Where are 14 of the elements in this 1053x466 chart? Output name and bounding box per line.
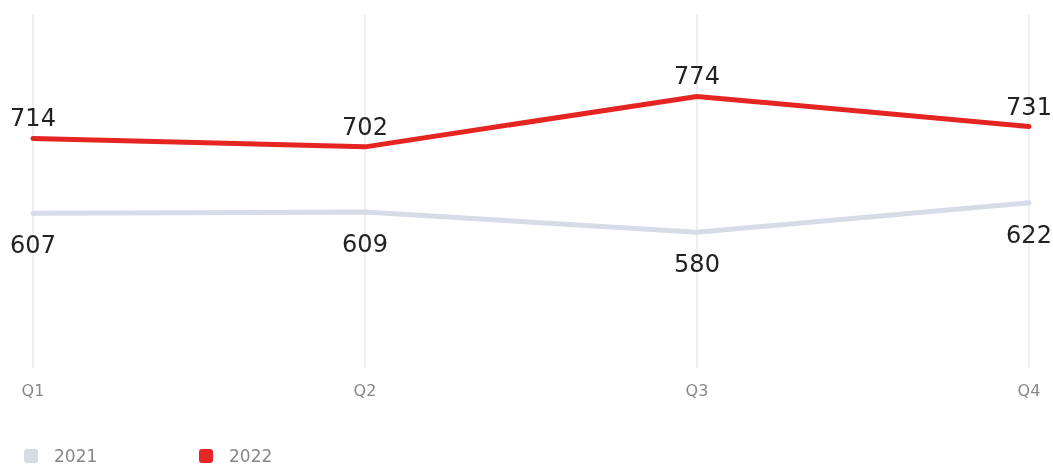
x-tick-label: Q3 xyxy=(685,381,709,400)
data-label: 609 xyxy=(342,229,388,258)
data-label: 702 xyxy=(342,112,388,141)
data-label: 774 xyxy=(674,62,720,91)
data-label: 622 xyxy=(1006,220,1052,249)
data-label: 714 xyxy=(10,104,56,133)
x-tick-label: Q4 xyxy=(1017,381,1041,400)
data-label: 607 xyxy=(10,231,56,260)
data-label: 731 xyxy=(1006,92,1052,121)
legend-label: 2022 xyxy=(229,446,273,466)
x-tick-label: Q1 xyxy=(21,381,45,400)
x-tick-label: Q2 xyxy=(353,381,377,400)
data-label: 580 xyxy=(674,250,720,279)
legend-label: 2021 xyxy=(54,446,98,466)
